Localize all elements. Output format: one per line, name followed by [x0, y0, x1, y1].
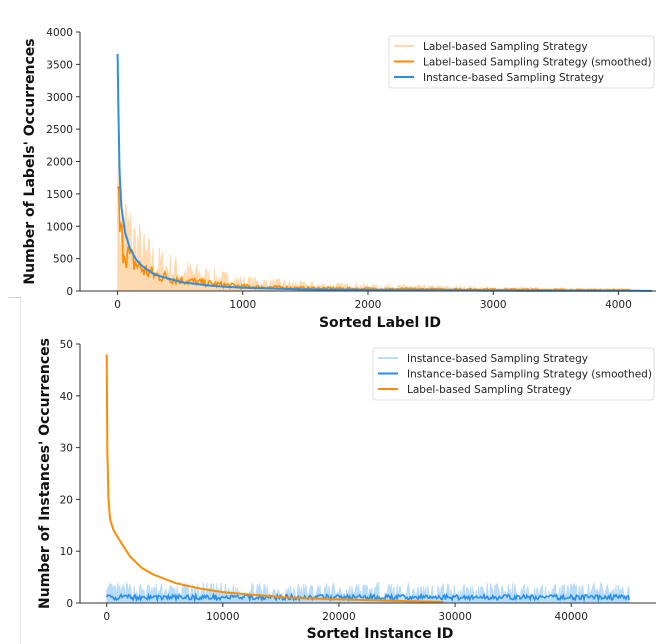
chart-instance-occurrences: 0 10 20 30 40 50 0 10000 20000 30000 40000 Sorted…: [37, 338, 656, 642]
x-tick-label: 4000: [605, 299, 632, 311]
x-axis-label: Sorted Label ID: [319, 315, 441, 331]
x-axis-label: Sorted Instance ID: [307, 626, 454, 642]
x-ticks: 0 10000 20000 30000 40000: [103, 603, 588, 623]
y-tick-label: 40: [60, 391, 73, 403]
y-tick-label: 20: [60, 494, 73, 506]
series-line: [105, 354, 444, 603]
x-tick-label: 0: [103, 611, 110, 623]
x-tick-label: 20000: [322, 611, 355, 623]
series-layer: [105, 354, 630, 604]
y-tick-label: 50: [60, 339, 73, 351]
x-tick-label: 40000: [555, 611, 588, 623]
series-smoothed: [105, 592, 630, 603]
panel-divider-vertical: [20, 297, 21, 644]
legend-entry: Label-based Sampling Strategy: [407, 384, 572, 396]
y-tick-label: 1000: [46, 221, 73, 233]
y-tick-label: 4000: [46, 27, 73, 39]
series-layer: [116, 54, 653, 292]
legend-entry: Label-based Sampling Strategy: [423, 41, 588, 53]
y-tick-label: 1500: [46, 189, 73, 201]
y-tick-label: 2000: [46, 157, 73, 169]
x-tick-label: 3000: [480, 299, 507, 311]
y-ticks: 0 10 20 30 40 50: [60, 339, 80, 610]
legend-entry: Instance-based Sampling Strategy: [407, 353, 588, 365]
y-tick-label: 10: [60, 546, 73, 558]
x-tick-label: 2000: [355, 299, 382, 311]
x-ticks: 0 1000 2000 3000 4000: [114, 291, 632, 311]
x-tick-label: 10000: [206, 611, 239, 623]
legend-box: [372, 347, 655, 401]
y-axis-label: Number of Instances' Occurrences: [37, 338, 53, 609]
y-tick-label: 0: [66, 286, 73, 298]
y-tick-label: 30: [60, 443, 73, 455]
y-ticks: 0 500 1000 1500 2000 2500 3000 3500 4000: [46, 27, 80, 298]
legend-entry: Instance-based Sampling Strategy (smooth…: [407, 369, 652, 381]
x-tick-label: 0: [114, 299, 121, 311]
legend: Label-based Sampling Strategy Label-based…: [388, 35, 655, 89]
chart-label-occurrences: 0 500 1000 1500 2000 2500 3000 3500 4000 0 1000 20…: [22, 27, 656, 331]
x-tick-label: 1000: [229, 299, 256, 311]
series-line: [116, 54, 653, 292]
x-tick-label: 30000: [438, 611, 471, 623]
panel-divider-horizontal: [8, 297, 21, 298]
legend: Instance-based Sampling Strategy Instance…: [372, 347, 655, 401]
y-tick-label: 2500: [46, 124, 73, 136]
y-tick-label: 3000: [46, 92, 73, 104]
legend-entry: Label-based Sampling Strategy (smoothed): [423, 57, 652, 69]
y-axis-label: Number of Labels' Occurrences: [22, 38, 38, 284]
y-tick-label: 3500: [46, 59, 73, 71]
legend-box: [388, 35, 655, 89]
series-raw: [117, 147, 632, 292]
y-tick-label: 0: [66, 598, 73, 610]
legend-entry: Instance-based Sampling Strategy: [423, 72, 604, 84]
y-tick-label: 500: [53, 254, 73, 266]
